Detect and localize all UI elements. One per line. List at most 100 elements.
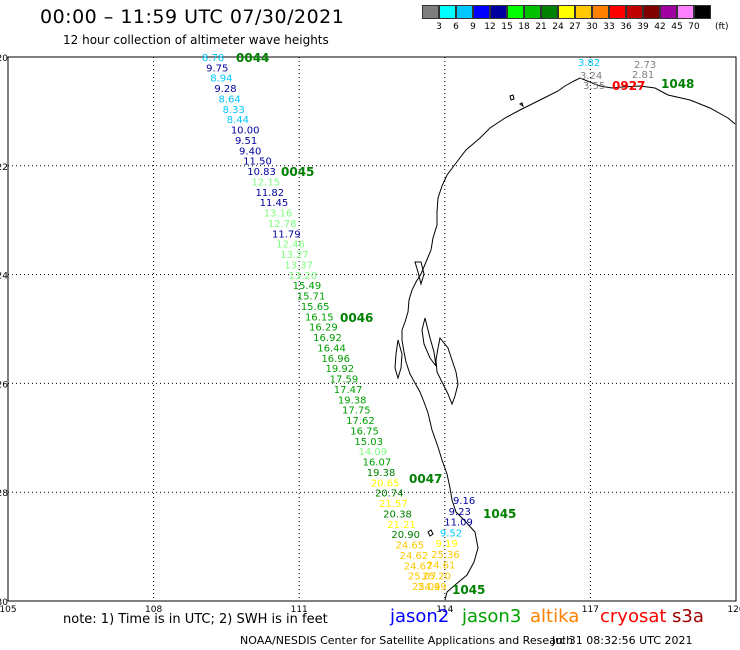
track-value: 13.16: [264, 209, 293, 220]
scale-swatch: [507, 5, 524, 19]
track-value: 11.50: [243, 157, 272, 168]
track-value: 12.78: [268, 219, 297, 230]
track-value: 16.29: [309, 323, 338, 334]
scale-swatch: [626, 5, 643, 19]
scale-swatch: [592, 5, 609, 19]
track-value: 12.46: [276, 240, 305, 251]
track-value: 9.16: [453, 496, 475, 507]
pass-label: 1045: [483, 507, 516, 521]
longitude-label: 108: [145, 605, 162, 615]
track-value: 15.65: [301, 302, 330, 313]
scale-swatch: [660, 5, 677, 19]
scale-label: 6: [453, 22, 459, 32]
map-grid: -20 -22 -24 -26 -28 -30105 108 111 114 117 120: [0, 54, 740, 615]
scale-label: 15: [501, 22, 513, 32]
track-value: 9.23: [449, 507, 471, 518]
track-value: 17.59: [330, 375, 359, 386]
track-value: 20.65: [371, 478, 400, 489]
track-value: 20.90: [391, 530, 420, 541]
latitude-label: -26: [0, 380, 8, 390]
pass-label: 1045: [452, 583, 485, 597]
track-value: 11.45: [260, 198, 289, 209]
longitude-label: 111: [291, 605, 308, 615]
scale-swatch: [609, 5, 626, 19]
pass-labels: 0044 0045 0046 0047 1045 1045 1048 0927: [236, 51, 694, 597]
track-value: 9.19: [436, 539, 458, 550]
track-value: 16.44: [317, 343, 346, 354]
track-value: 16.92: [313, 333, 342, 344]
track-value: 8.94: [210, 74, 232, 85]
track-value: 13.27: [280, 250, 309, 261]
longitude-label: 105: [0, 605, 17, 615]
pass-label: 0046: [340, 311, 373, 325]
altimeter-tracks: 8.789.758.949.288.648.338.4410.009.519.4…: [202, 53, 656, 593]
satellite-name: cryosat: [600, 606, 667, 627]
scale-swatch: [473, 5, 490, 19]
longitude-label: 114: [436, 605, 453, 615]
track-value: 24.99: [418, 582, 447, 593]
scale-label: 45: [671, 22, 683, 32]
track-value: 25.20: [422, 571, 451, 582]
track-value: 19.38: [367, 468, 396, 479]
offshore-islands: [427, 94, 524, 537]
track-value: 11.82: [256, 188, 285, 199]
track-value: 9.51: [235, 136, 257, 147]
shark-bay-peninsula: [435, 336, 459, 406]
track-value: 3.55: [583, 81, 605, 92]
track-value: 21.21: [387, 520, 416, 531]
longitude-label: 117: [582, 605, 599, 615]
scale-label: 36: [620, 22, 632, 32]
coastline: [394, 77, 736, 601]
northwest-cape-gulf: [414, 261, 425, 286]
track-value: 15.03: [354, 437, 383, 448]
scale-unit-label: (ft): [715, 22, 729, 32]
track-value: 20.38: [383, 509, 412, 520]
map-title: 00:00 – 11:59 UTC 07/30/2021: [40, 6, 345, 28]
scale-swatch: [490, 5, 507, 19]
track-value: 8.44: [227, 115, 249, 126]
track-value: 8.33: [223, 105, 245, 116]
scale-label: 39: [637, 22, 649, 32]
scale-label: 30: [586, 22, 598, 32]
map-frame: [7, 56, 737, 602]
scale-swatch: [439, 5, 456, 19]
track-value: 25.04: [412, 582, 441, 593]
scale-label: 9: [470, 22, 476, 32]
satellite-name: s3a: [672, 606, 704, 627]
scale-label: 27: [569, 22, 581, 32]
track-value: 16.96: [321, 354, 350, 365]
track-value: 19.92: [326, 364, 355, 375]
track-value: 8.78: [202, 53, 224, 64]
track-value: 25.07: [408, 572, 437, 583]
scale-label: 33: [603, 22, 615, 32]
scale-label: 24: [552, 22, 564, 32]
scale-label: 42: [654, 22, 666, 32]
scale-swatch: [422, 5, 439, 19]
pass-label: 0047: [409, 472, 442, 486]
scale-swatch: [558, 5, 575, 19]
latitude-label: -30: [0, 598, 8, 608]
track-value: 24.65: [396, 541, 425, 552]
scale-label: 70: [688, 22, 700, 32]
track-value: 12.15: [251, 177, 280, 188]
track-value: 3.24: [580, 71, 602, 82]
track-value: 21.57: [379, 499, 408, 510]
track-value: 13.20: [288, 271, 317, 282]
scale-swatch: [643, 5, 660, 19]
latitude-label: -24: [0, 272, 8, 282]
track-value: 9.28: [214, 84, 236, 95]
track-value: 17.75: [342, 406, 371, 417]
track-value: 10.83: [247, 167, 276, 178]
pass-label: 1048: [661, 77, 694, 91]
track-value: 16.75: [350, 426, 379, 437]
track-value: 24.61: [427, 561, 456, 572]
scale-swatch: [694, 5, 711, 19]
dirk-hartog-island: [394, 339, 403, 380]
map-subtitle: 12 hour collection of altimeter wave hei…: [63, 33, 329, 47]
australia-west-coastline: [401, 77, 736, 601]
track-value: 11.79: [272, 229, 301, 240]
track-value: 25.36: [431, 550, 460, 561]
track-value: 24.67: [404, 561, 433, 572]
pass-label: 0927: [612, 79, 645, 93]
